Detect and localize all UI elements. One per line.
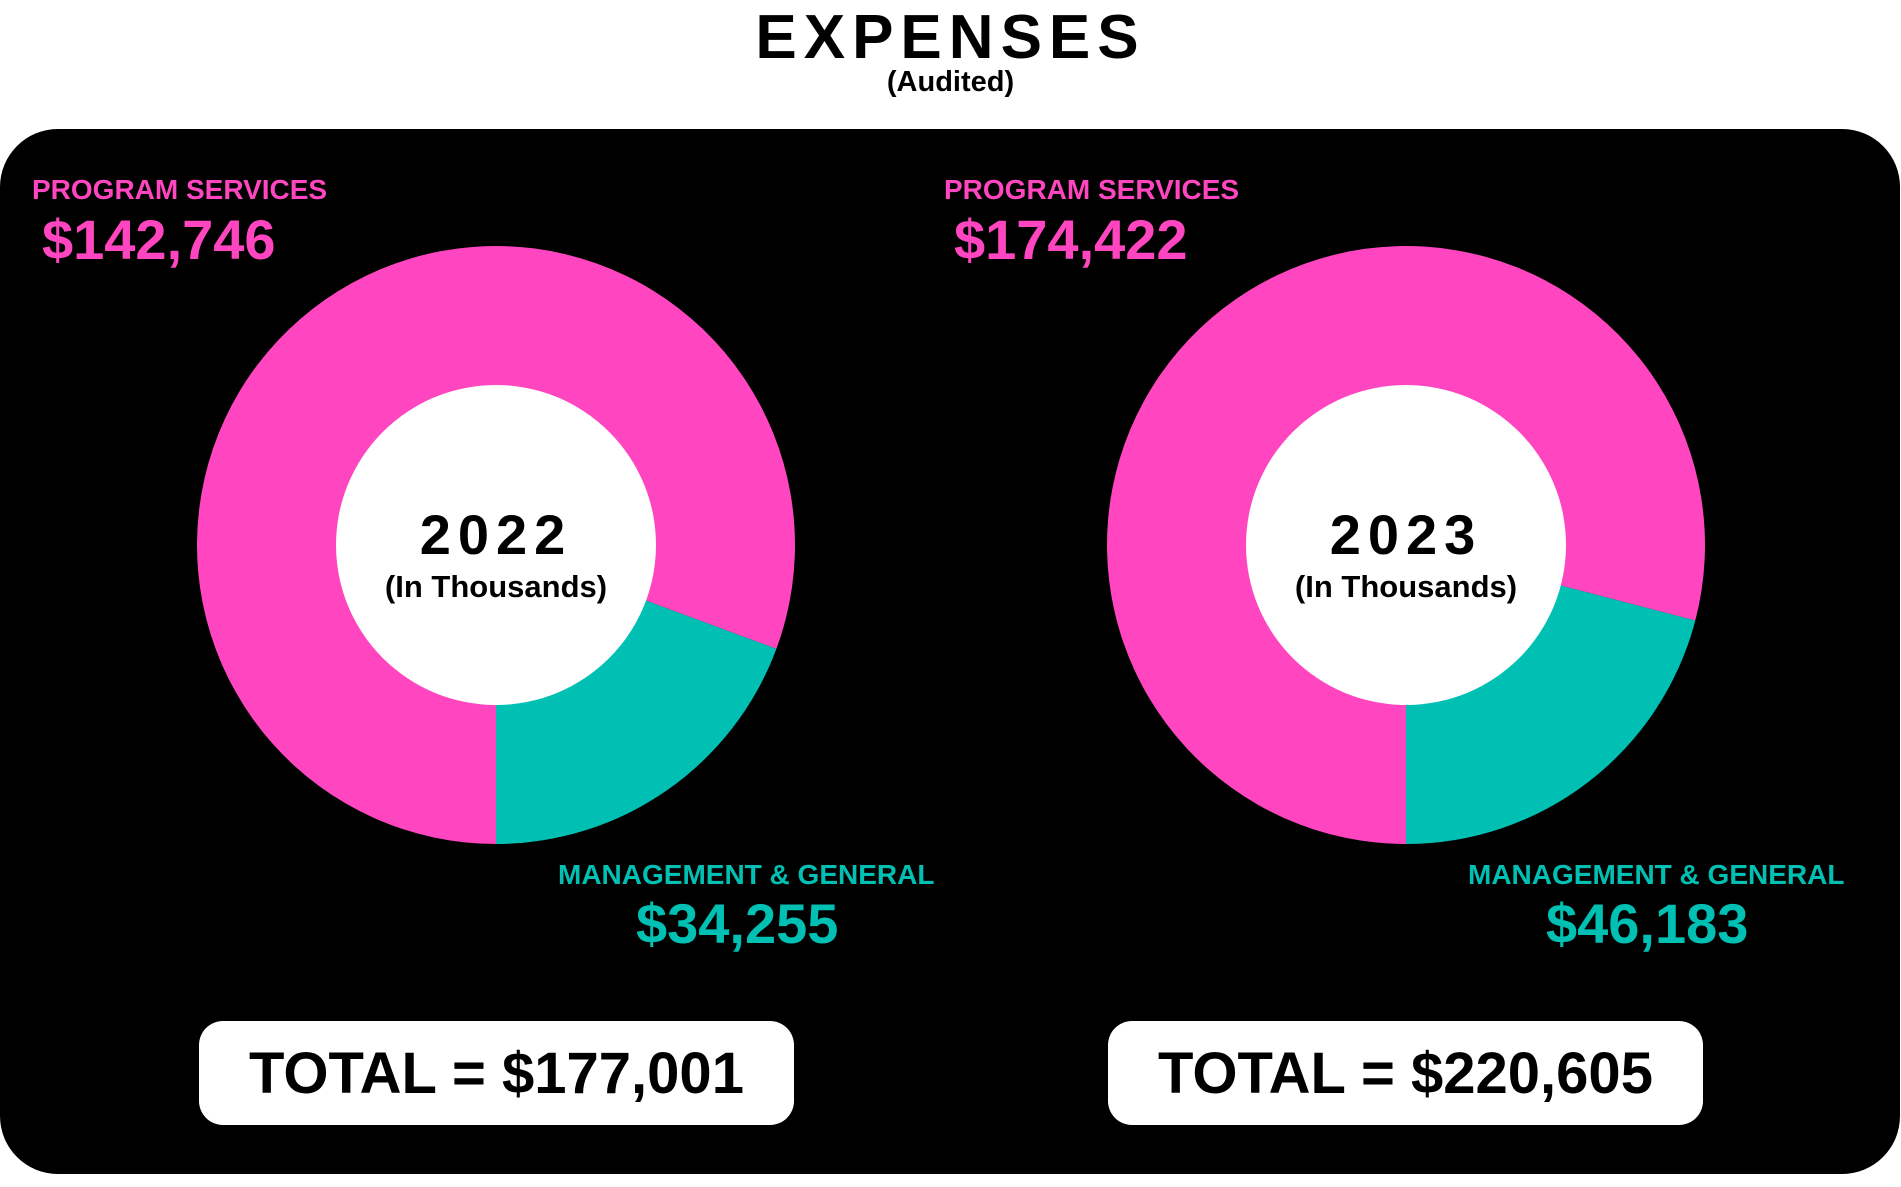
management-general-value: $34,255 [636, 892, 839, 955]
donut-chart-2022: PROGRAM SERVICES $142,746 MANAGEMENT & G… [0, 129, 950, 1174]
donut-chart-2023: PROGRAM SERVICES $174,422 MANAGEMENT & G… [908, 129, 1858, 1174]
management-general-value: $46,183 [1546, 892, 1749, 955]
program-services-label: PROGRAM SERVICES [32, 174, 328, 205]
program-services-label: PROGRAM SERVICES [944, 174, 1240, 205]
donut-svg-2023 [1107, 245, 1705, 844]
year-label: 2023 [1329, 503, 1483, 566]
total-box: TOTAL = $177,001 [199, 1021, 794, 1125]
total-label: TOTAL = $177,001 [249, 1040, 744, 1106]
donut-center [336, 385, 656, 705]
total-box: TOTAL = $220,605 [1108, 1021, 1703, 1125]
chart-panel: PROGRAM SERVICES $142,746 MANAGEMENT & G… [0, 129, 1900, 1174]
management-general-label: MANAGEMENT & GENERAL [1468, 859, 1845, 890]
total-label: TOTAL = $220,605 [1158, 1040, 1653, 1106]
program-services-value: $142,746 [42, 208, 276, 271]
donut-svg-2022 [197, 245, 796, 844]
page-subtitle: (Audited) [886, 66, 1015, 98]
year-label: 2022 [419, 503, 573, 566]
units-label: (In Thousands) [384, 569, 608, 604]
management-general-label: MANAGEMENT & GENERAL [558, 859, 935, 890]
page-title: EXPENSES [755, 3, 1146, 72]
donut-center [1246, 385, 1566, 705]
program-services-value: $174,422 [954, 208, 1188, 271]
units-label: (In Thousands) [1294, 569, 1518, 604]
